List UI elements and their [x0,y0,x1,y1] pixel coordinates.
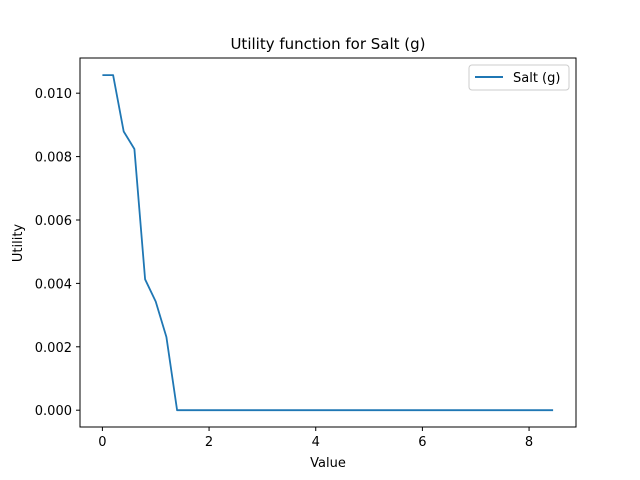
x-tick-label: 8 [525,435,533,450]
legend: Salt (g) [468,64,570,91]
chart-title: Utility function for Salt (g) [230,35,425,53]
plot-frame [79,57,577,428]
x-axis-ticks: 0 2 4 6 8 [98,427,533,450]
plot-lines [102,74,554,412]
y-tick-label: 0.008 [35,151,72,166]
x-tick-label: 0 [98,435,106,450]
x-axis-label: Value [310,456,346,471]
y-axis-label: Utility [11,224,26,263]
y-tick-label: 0.004 [35,277,72,292]
x-tick-label: 4 [312,435,320,450]
y-axis-ticks: 0.000 0.002 0.004 0.006 0.008 0.010 [35,87,80,419]
y-tick-label: 0.010 [35,87,72,102]
series-line-salt [102,74,554,412]
x-tick-label: 2 [205,435,213,450]
legend-box [468,64,570,91]
y-tick-label: 0.006 [35,214,72,229]
y-tick-label: 0.002 [35,341,72,356]
x-tick-label: 6 [418,435,426,450]
legend-label-salt: Salt (g) [513,71,560,86]
y-tick-label: 0.000 [35,404,72,419]
